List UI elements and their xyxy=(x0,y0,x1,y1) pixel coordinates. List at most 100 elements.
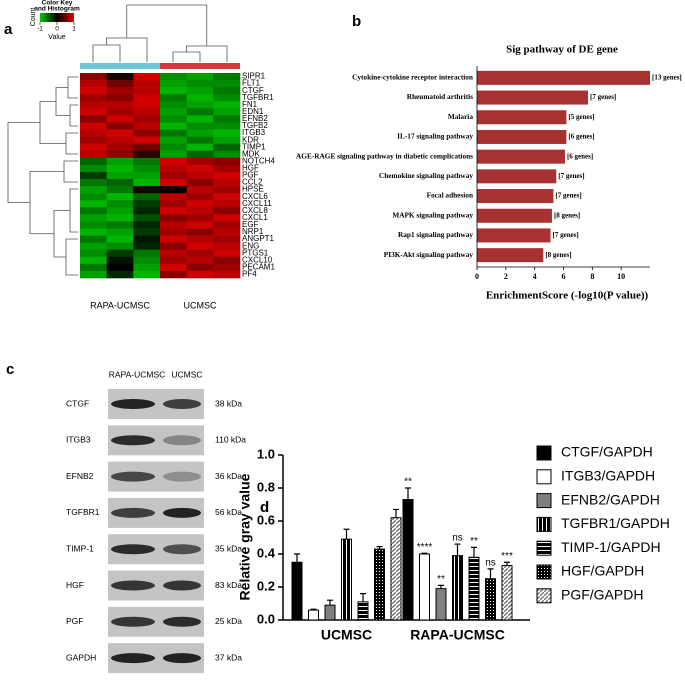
blot-band xyxy=(111,471,155,482)
heatmap-cell xyxy=(133,186,161,194)
heatmap-cell xyxy=(186,80,214,88)
gene-count-label: [7 genes] xyxy=(558,172,584,180)
heatmap-cell xyxy=(213,186,241,194)
heatmap-cell xyxy=(106,136,134,144)
panel-label: c xyxy=(6,361,14,378)
heatmap-cell xyxy=(160,186,187,194)
blot-band xyxy=(163,399,201,409)
heatmap-cell xyxy=(160,101,187,109)
heatmap-cell xyxy=(186,101,214,109)
bar xyxy=(452,555,463,621)
gene-label: TGFB2 xyxy=(242,121,268,130)
heatmap-cell xyxy=(106,150,134,159)
heatmap-cell xyxy=(213,101,241,109)
legend-swatch xyxy=(536,493,552,509)
heatmap-cell xyxy=(160,150,187,159)
heatmap-cell xyxy=(133,94,161,102)
heatmap-cell xyxy=(80,221,107,229)
bar xyxy=(341,538,352,621)
heatmap-cell xyxy=(160,157,187,166)
x-tick-label: 8 xyxy=(590,272,594,281)
size-label: 35 kDa xyxy=(215,543,242,553)
gene-label: ENG xyxy=(242,241,259,250)
gene-count-label: [6 genes] xyxy=(567,152,593,160)
protein-label: HGF xyxy=(66,580,84,590)
heatmap-cell xyxy=(133,221,161,229)
bar xyxy=(374,548,385,621)
heatmap-cell xyxy=(133,235,161,243)
heatmap-cell xyxy=(213,221,241,229)
heatmap-cell xyxy=(160,115,187,123)
gene-count-label: [6 genes] xyxy=(568,133,594,141)
color-key-title: and Histogram xyxy=(34,6,80,13)
heatmap-cell xyxy=(106,80,134,88)
legend-label: ITGB3/GAPDH xyxy=(561,468,655,484)
blot-band xyxy=(111,399,155,409)
heatmap-cell xyxy=(106,263,134,272)
heatmap-cell xyxy=(186,228,214,236)
legend-swatch xyxy=(536,469,552,485)
heatmap-cell xyxy=(213,228,241,236)
bar xyxy=(390,517,402,621)
heatmap-cell xyxy=(160,164,187,173)
protein-label: GAPDH xyxy=(66,652,96,662)
heatmap-cell xyxy=(213,235,241,243)
heatmap-cell xyxy=(80,115,107,123)
heatmap-cell xyxy=(213,129,241,137)
heatmap-cell xyxy=(160,108,187,116)
panel-label: b xyxy=(352,13,361,30)
heatmap-cell xyxy=(186,171,214,180)
gene-label: TGFBR1 xyxy=(242,93,274,102)
heatmap-cell xyxy=(213,179,241,187)
heatmap-cell xyxy=(80,94,107,102)
bar xyxy=(501,565,513,621)
heatmap-cell xyxy=(186,122,214,130)
blot-band xyxy=(163,435,201,446)
gene-count-label: [8 genes] xyxy=(545,251,571,259)
heatmap-cell xyxy=(80,73,107,81)
heatmap-cell xyxy=(186,136,214,144)
x-tick-label: UCMSC xyxy=(321,627,372,643)
heatmap-cell xyxy=(133,108,161,116)
heatmap-cell xyxy=(213,207,241,215)
gene-label: TIMP1 xyxy=(242,142,266,151)
heatmap-cell xyxy=(80,171,107,180)
heatmap-cell xyxy=(133,80,161,88)
error-bar xyxy=(504,561,510,566)
heatmap-cell xyxy=(213,263,241,272)
gene-label: CXCL1 xyxy=(242,213,268,222)
heatmap-cell xyxy=(133,263,161,272)
gene-count-label: [5 genes] xyxy=(568,113,594,121)
bar xyxy=(357,601,369,621)
gene-label: MDK xyxy=(242,149,260,158)
bar xyxy=(468,556,480,621)
panel-label: a xyxy=(4,21,13,38)
size-label: 25 kDa xyxy=(215,616,242,626)
gene-label: EFNB2 xyxy=(242,114,268,123)
blot-column-label: RAPA-UCMSC xyxy=(109,369,166,379)
heatmap-cell xyxy=(186,256,214,265)
blot-band xyxy=(163,616,201,627)
heatmap-cell xyxy=(186,164,214,173)
heatmap-cell xyxy=(80,186,107,194)
heatmap-cell xyxy=(106,179,134,187)
heatmap-cell xyxy=(186,214,214,222)
heatmap-cell xyxy=(133,200,161,208)
heatmap-cell xyxy=(186,193,214,201)
gene-count-label: [7 genes] xyxy=(590,93,616,101)
heatmap-cell xyxy=(213,270,241,279)
gene-label: CXCL6 xyxy=(242,192,268,201)
gene-label: ITGB3 xyxy=(242,128,266,137)
heatmap-cell xyxy=(80,157,107,166)
category-label: MAPK signaling pathway xyxy=(392,210,473,219)
heatmap-cell xyxy=(160,94,187,102)
blot-band xyxy=(163,507,201,518)
significance-label: ** xyxy=(404,477,412,488)
size-label: 36 kDa xyxy=(215,471,242,481)
heatmap-cell xyxy=(133,256,161,265)
heatmap-cell xyxy=(213,143,241,152)
heatmap-cell xyxy=(160,73,187,81)
heatmap-cell xyxy=(80,101,107,109)
panel-label: d xyxy=(260,499,269,516)
legend-swatch xyxy=(536,540,552,556)
